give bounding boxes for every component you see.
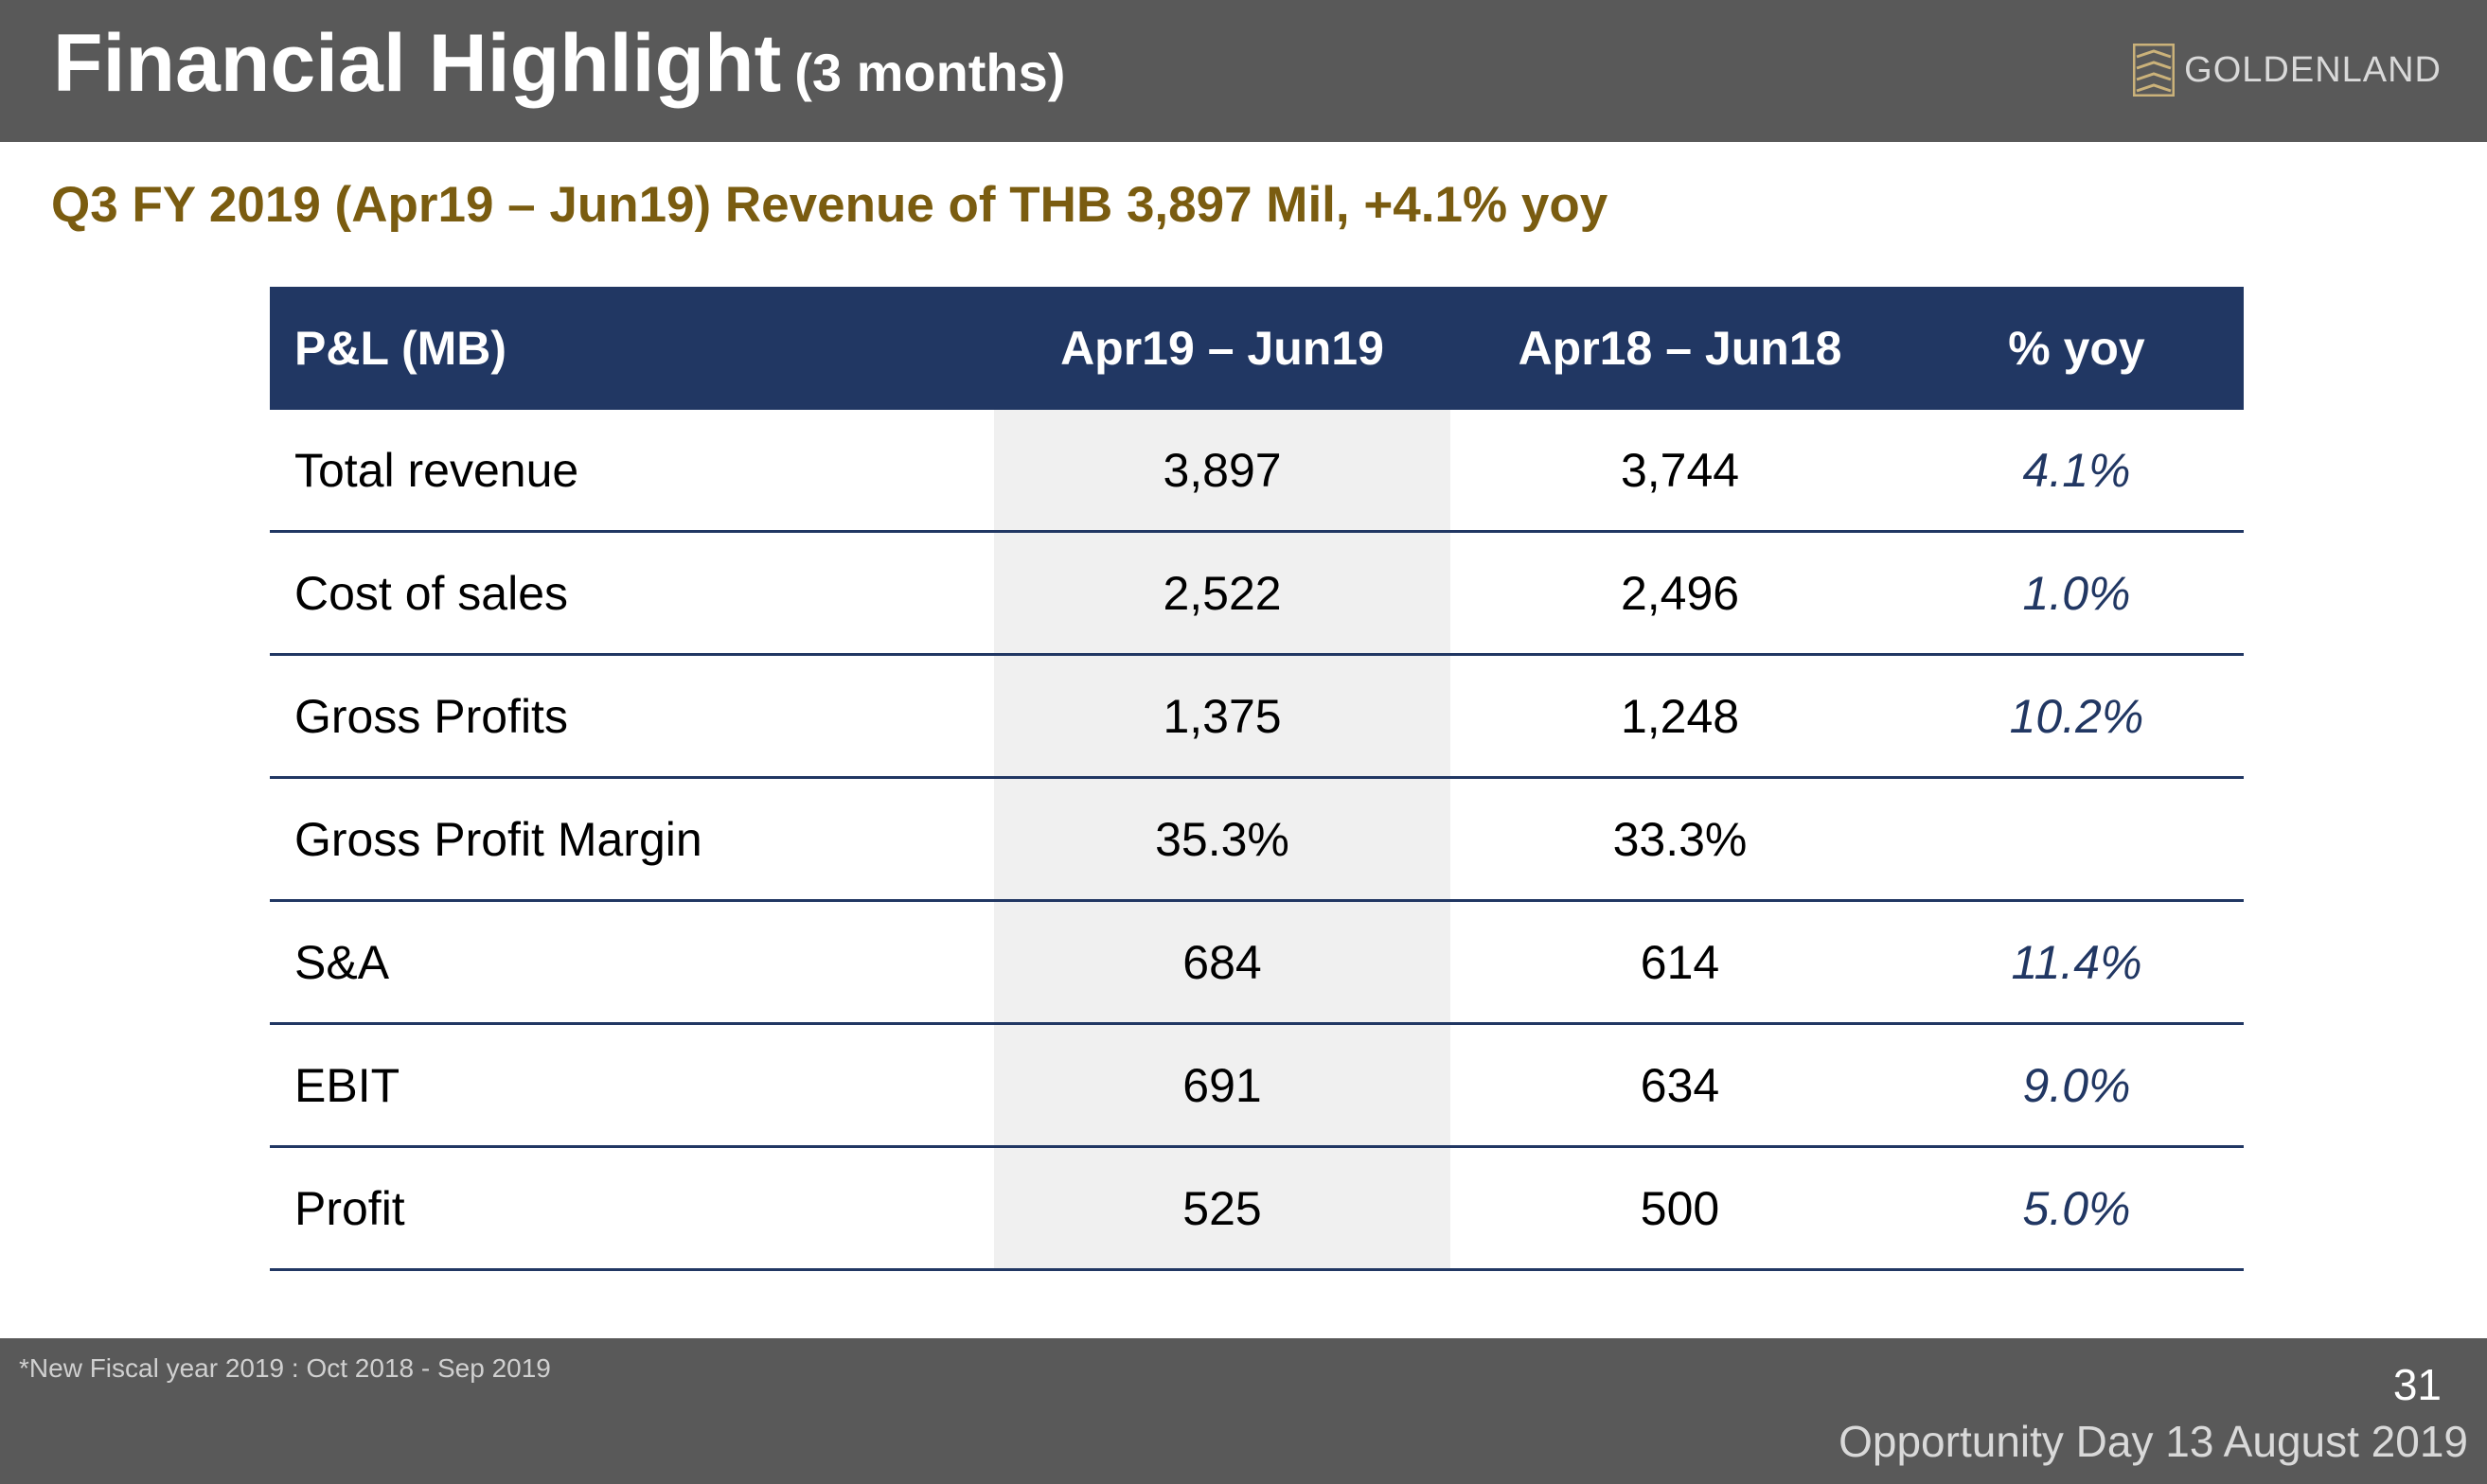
row-label: Total revenue	[270, 410, 994, 533]
cell-yoy: 10.2%	[1910, 656, 2244, 779]
page-number: 31	[2392, 1360, 2442, 1409]
cell-current: 684	[994, 902, 1450, 1025]
row-label: Gross Profits	[270, 656, 994, 779]
row-label: EBIT	[270, 1025, 994, 1148]
row-label: S&A	[270, 902, 994, 1025]
table-row: Gross Profit Margin 35.3% 33.3%	[270, 779, 2244, 902]
cell-yoy: 9.0%	[1910, 1025, 2244, 1148]
table-row: Total revenue 3,897 3,744 4.1%	[270, 410, 2244, 533]
cell-prior: 614	[1450, 902, 1910, 1025]
footer-bar: *New Fiscal year 2019 : Oct 2018 - Sep 2…	[0, 1338, 2487, 1484]
header-bar: Financial Highlight (3 months) GOLDENLAND	[0, 0, 2487, 142]
row-label: Profit	[270, 1148, 994, 1271]
table-row: Cost of sales 2,522 2,496 1.0%	[270, 533, 2244, 656]
pl-table: P&L (MB) Apr19 – Jun19 Apr18 – Jun18 % y…	[270, 287, 2244, 1271]
cell-prior: 2,496	[1450, 533, 1910, 656]
row-label: Cost of sales	[270, 533, 994, 656]
table-row: Profit 525 500 5.0%	[270, 1148, 2244, 1271]
cell-yoy: 4.1%	[1910, 410, 2244, 533]
header-pl: P&L (MB)	[294, 322, 507, 375]
company-logo: GOLDENLAND	[2133, 44, 2442, 97]
table-row: S&A 684 614 11.4%	[270, 902, 2244, 1025]
header-prior-period: Apr18 – Jun18	[1518, 322, 1842, 375]
table-header-row: P&L (MB) Apr19 – Jun19 Apr18 – Jun18 % y…	[270, 287, 2244, 410]
cell-current: 691	[994, 1025, 1450, 1148]
logo-text: GOLDENLAND	[2184, 49, 2442, 90]
title-main: Financial Highlight	[53, 18, 782, 109]
cell-yoy: 11.4%	[1910, 902, 2244, 1025]
title-suffix: (3 months)	[794, 43, 1066, 102]
cell-current: 1,375	[994, 656, 1450, 779]
goldenland-logo-icon	[2133, 44, 2176, 97]
table-row: Gross Profits 1,375 1,248 10.2%	[270, 656, 2244, 779]
row-label: Gross Profit Margin	[270, 779, 994, 902]
cell-current: 3,897	[994, 410, 1450, 533]
event-label: Opportunity Day 13 August 2019	[1839, 1417, 2468, 1466]
cell-yoy: 1.0%	[1910, 533, 2244, 656]
cell-prior: 1,248	[1450, 656, 1910, 779]
cell-prior: 33.3%	[1450, 779, 1910, 902]
cell-prior: 500	[1450, 1148, 1910, 1271]
cell-current: 35.3%	[994, 779, 1450, 902]
fiscal-year-note: *New Fiscal year 2019 : Oct 2018 - Sep 2…	[19, 1353, 551, 1383]
cell-prior: 3,744	[1450, 410, 1910, 533]
cell-current: 2,522	[994, 533, 1450, 656]
cell-prior: 634	[1450, 1025, 1910, 1148]
cell-current: 525	[994, 1148, 1450, 1271]
header-yoy: % yoy	[2008, 322, 2145, 375]
page-title: Financial Highlight (3 months)	[53, 17, 1065, 111]
table-row: EBIT 691 634 9.0%	[270, 1025, 2244, 1148]
header-current-period: Apr19 – Jun19	[1060, 322, 1384, 375]
cell-yoy	[1910, 779, 2244, 902]
revenue-subtitle: Q3 FY 2019 (Apr19 – Jun19) Revenue of TH…	[51, 177, 1608, 233]
cell-yoy: 5.0%	[1910, 1148, 2244, 1271]
